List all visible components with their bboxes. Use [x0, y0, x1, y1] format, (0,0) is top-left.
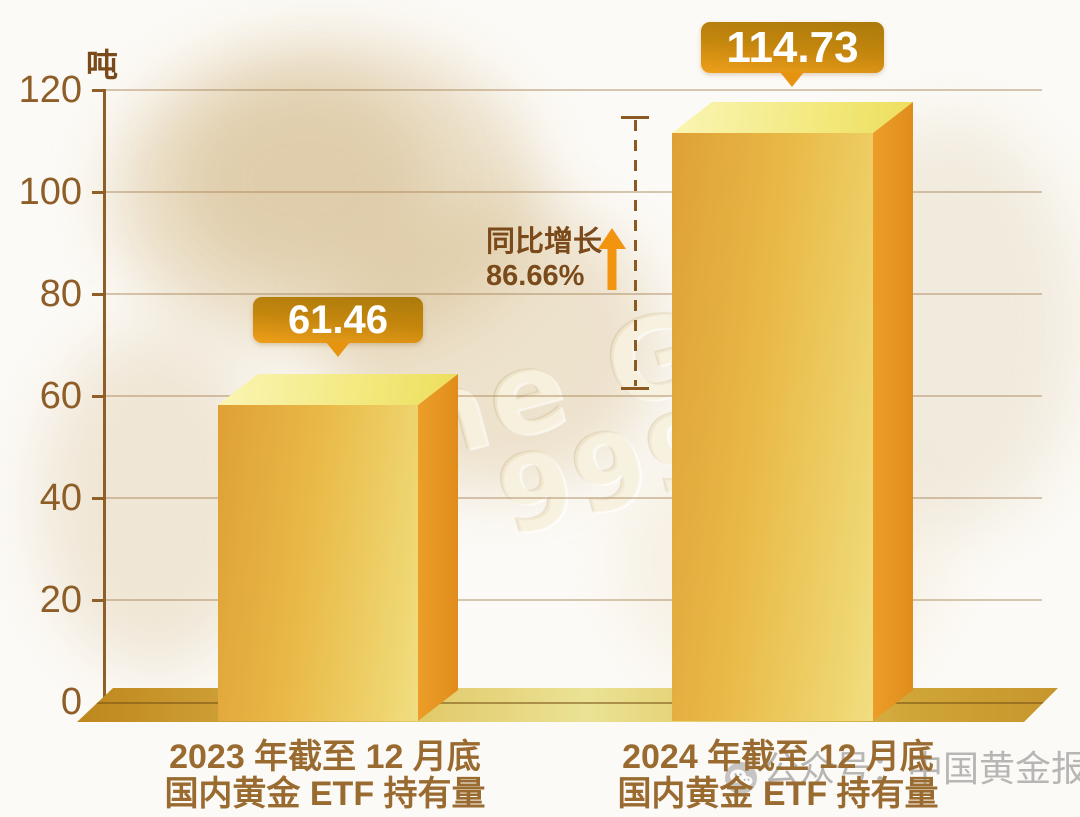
tick-mark: [92, 599, 106, 602]
category-label-2024-line1: 2024 年截至 12 月底: [622, 738, 934, 776]
category-label-2023: 2023 年截至 12 月底 国内黄金 ETF 持有量: [155, 739, 495, 813]
growth-label-line2: 86.66%: [486, 260, 585, 292]
gridline-100: [106, 191, 1042, 193]
growth-label: 同比增长 86.66%: [486, 225, 602, 293]
value-bubble-2024-tail: [780, 72, 804, 87]
tick-mark: [92, 293, 106, 296]
y-axis-unit-label: 吨: [86, 47, 119, 83]
tick-mark: [92, 191, 106, 194]
value-bubble-2023-tail: [326, 342, 350, 357]
up-arrow-icon: [598, 228, 626, 290]
y-tick-label-20: 20: [39, 579, 82, 621]
category-label-2023-line1: 2023 年截至 12 月底: [169, 738, 481, 776]
tick-mark: [92, 89, 106, 92]
bar-2023-side-face: [418, 374, 458, 721]
gridline-80: [106, 293, 1042, 295]
gridline-40: [106, 497, 1042, 499]
tick-mark: [92, 497, 106, 500]
value-bubble-2023: 61.46: [253, 297, 423, 343]
dashed-cap-top: [621, 116, 649, 119]
y-tick-label-80: 80: [39, 273, 82, 315]
y-tick-label-0: 0: [60, 681, 82, 723]
watermark: 公众号：中国黄金报: [725, 748, 1080, 794]
gridline-60: [106, 395, 1042, 397]
watermark-text: 公众号：中国黄金报: [763, 748, 1080, 789]
value-bubble-2024: 114.73: [701, 22, 884, 73]
category-label-2024-line2: 国内黄金 ETF 持有量: [617, 775, 939, 813]
category-label-2024: 2024 年截至 12 月底 国内黄金 ETF 持有量: [608, 739, 948, 813]
bar-2023-front-face: [218, 405, 418, 721]
category-label-2023-line2: 国内黄金 ETF 持有量: [164, 775, 486, 813]
bar-2024-top-face: [672, 102, 913, 133]
gridline-120: [106, 89, 1042, 91]
tick-mark: [92, 395, 106, 398]
y-tick-label-120: 120: [18, 69, 82, 111]
bar-2024-side-face: [873, 102, 913, 721]
wechat-icon: [725, 762, 757, 794]
dashed-line: [634, 120, 637, 386]
floor-zero-line: [77, 702, 1058, 704]
dashed-cap-bottom: [621, 387, 649, 390]
y-tick-label-100: 100: [18, 171, 82, 213]
background-blob: [180, 80, 430, 280]
bar-2023-top-face: [218, 374, 458, 405]
growth-label-line1: 同比增长: [486, 226, 603, 258]
bar-2024-front-face: [672, 133, 873, 721]
y-tick-label-60: 60: [39, 375, 82, 417]
gridline-20: [106, 599, 1042, 601]
y-tick-label-40: 40: [39, 477, 82, 519]
